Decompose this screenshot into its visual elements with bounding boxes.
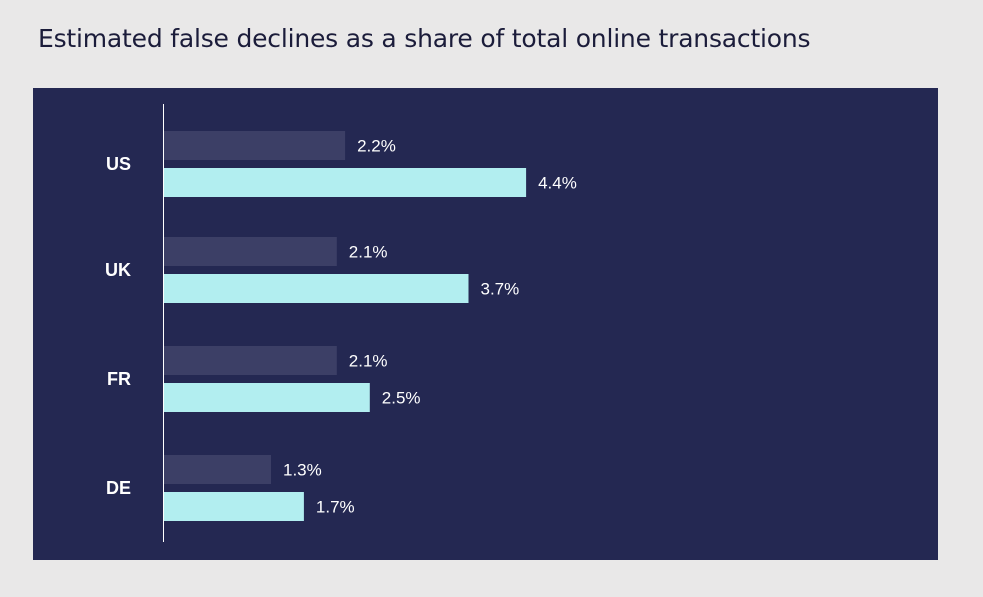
bar-de-series-1 — [164, 455, 271, 484]
value-label-de-series-2: 1.7% — [316, 498, 355, 517]
category-label-fr: FR — [107, 369, 131, 389]
category-label-us: US — [106, 154, 131, 174]
bar-fr-series-2 — [164, 383, 370, 412]
category-label-de: DE — [106, 478, 131, 498]
chart-panel: US 2.2% 4.4% UK 2.1% 3.7% FR 2.1% 2.5% DE 1.3% 1.7% — [33, 88, 938, 560]
bar-uk-series-1 — [164, 237, 337, 266]
bar-us-series-1 — [164, 131, 346, 160]
value-label-fr-series-1: 2.1% — [349, 352, 388, 371]
bars-group: US 2.2% 4.4% UK 2.1% 3.7% FR 2.1% 2.5% DE 1.3% 1.7% — [105, 131, 577, 521]
bar-us-series-2 — [164, 168, 527, 197]
bar-chart: US 2.2% 4.4% UK 2.1% 3.7% FR 2.1% 2.5% DE 1.3% 1.7% — [105, 104, 577, 542]
bar-de-series-2 — [164, 492, 304, 521]
chart-title: Estimated false declines as a share of t… — [38, 24, 811, 53]
value-label-fr-series-2: 2.5% — [382, 389, 421, 408]
value-label-de-series-1: 1.3% — [283, 461, 322, 480]
value-label-uk-series-1: 2.1% — [349, 243, 388, 262]
value-label-uk-series-2: 3.7% — [481, 280, 520, 299]
bar-uk-series-2 — [164, 274, 469, 303]
bar-fr-series-1 — [164, 346, 337, 375]
value-label-us-series-2: 4.4% — [538, 174, 577, 193]
category-label-uk: UK — [105, 260, 131, 280]
value-label-us-series-1: 2.2% — [357, 137, 396, 156]
